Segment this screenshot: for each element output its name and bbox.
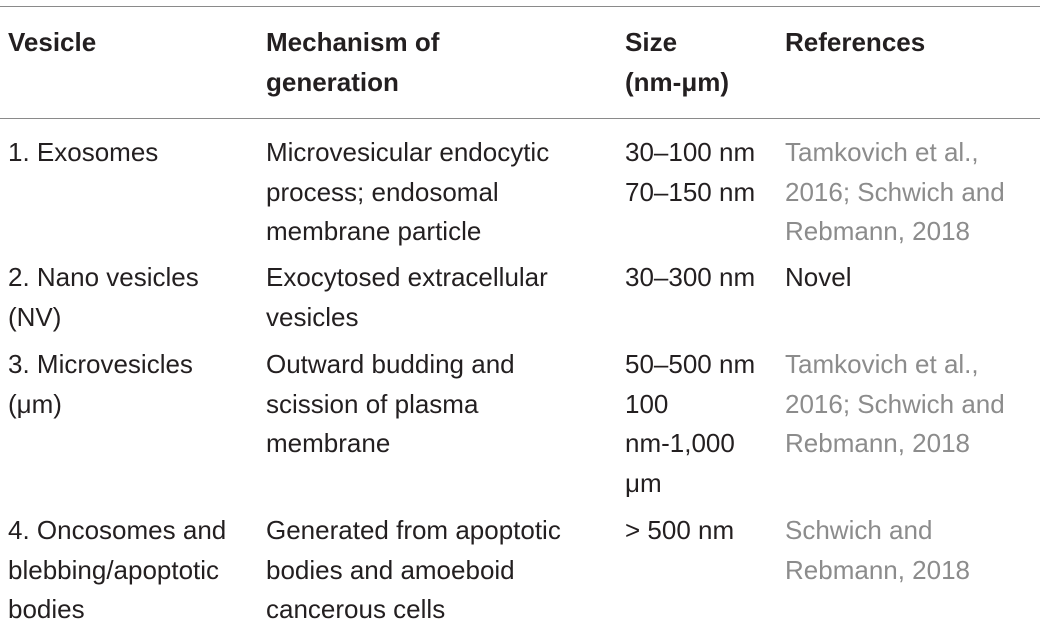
row-4-mechanism: Generated from apoptotic bodies and amoe… <box>266 515 561 624</box>
header-mechanism: Mechanism of generation <box>266 27 440 97</box>
row-3-mechanism: Outward budding and scission of plasma m… <box>266 349 515 458</box>
row-2-references: Novel <box>785 262 852 292</box>
row-2-mechanism: Exocytosed extracellular vesicles <box>266 262 548 332</box>
row-2-size: 30–300 nm <box>625 262 756 292</box>
header-references: References <box>785 27 926 57</box>
header-rule <box>0 118 1040 119</box>
header-size: Size (nm-μm) <box>625 27 729 97</box>
row-3-vesicle: 3. Microvesicles (μm) <box>8 349 193 419</box>
row-1-references-link[interactable]: Tamkovich et al., 2016; Schwich and Rebm… <box>785 137 1005 246</box>
row-4-size: > 500 nm <box>625 515 735 545</box>
row-1-mechanism: Microvesicular endocytic process; endoso… <box>266 137 550 246</box>
row-1-vesicle: 1. Exosomes <box>8 137 159 167</box>
row-2-vesicle: 2. Nano vesicles (NV) <box>8 262 199 332</box>
row-3-references-link[interactable]: Tamkovich et al., 2016; Schwich and Rebm… <box>785 349 1005 458</box>
table-top-rule <box>0 6 1040 7</box>
row-4-references-link[interactable]: Schwich and Rebmann, 2018 <box>785 515 971 585</box>
row-4-vesicle: 4. Oncosomes and blebbing/apoptotic bodi… <box>8 515 227 624</box>
header-vesicle: Vesicle <box>8 27 97 57</box>
row-1-size: 30–100 nm 70–150 nm <box>625 137 756 207</box>
row-3-size: 50–500 nm 100 nm-1,000 μm <box>625 349 756 498</box>
